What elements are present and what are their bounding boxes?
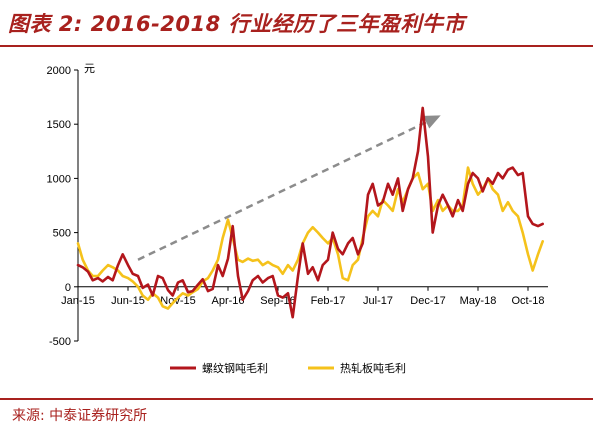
trend-arrow-shaft bbox=[137, 115, 439, 261]
x-tick-label: Sep-16 bbox=[260, 295, 295, 307]
title-rule bbox=[0, 45, 593, 47]
x-tick-label: Nov-15 bbox=[160, 295, 195, 307]
y-tick-label: 1000 bbox=[47, 173, 71, 185]
series-line-1 bbox=[76, 166, 545, 310]
x-tick-label: Feb-17 bbox=[311, 295, 346, 307]
unit-label: 元 bbox=[84, 62, 95, 75]
y-tick-label: -500 bbox=[49, 336, 71, 348]
source-note: 来源: 中泰证券研究所 bbox=[12, 408, 148, 424]
y-tick-label: 500 bbox=[53, 228, 71, 240]
x-tick-label: Apr-16 bbox=[211, 295, 244, 307]
legend-label-1: 热轧板吨毛利 bbox=[340, 361, 406, 375]
y-tick-label: 1500 bbox=[47, 119, 71, 131]
series-line-0 bbox=[76, 106, 545, 319]
y-tick-label: 0 bbox=[65, 282, 71, 294]
x-tick-label: Oct-18 bbox=[511, 295, 544, 307]
x-tick-label: Jul-17 bbox=[363, 295, 393, 307]
x-tick-label: May-18 bbox=[460, 295, 497, 307]
source-rule bbox=[0, 398, 593, 400]
x-tick-label: Jan-15 bbox=[61, 295, 95, 307]
legend-label-0: 螺纹钢吨毛利 bbox=[202, 361, 268, 375]
axes: -500 0 500 1000 1500 2000 元 Jan-15 Jun-15 Nov-15 A… bbox=[47, 62, 548, 348]
x-tick-label: Dec-17 bbox=[410, 295, 445, 307]
trend-arrow-head bbox=[423, 115, 441, 129]
series-lines bbox=[76, 106, 545, 319]
y-tick-label: 2000 bbox=[47, 65, 71, 77]
trend-arrow bbox=[137, 115, 441, 261]
chart-title: 图表 2: 2016-2018 行业经历了三年盈利牛市 bbox=[8, 12, 466, 36]
legend: 螺纹钢吨毛利 热轧板吨毛利 bbox=[170, 361, 406, 375]
x-tick-label: Jun-15 bbox=[111, 295, 145, 307]
